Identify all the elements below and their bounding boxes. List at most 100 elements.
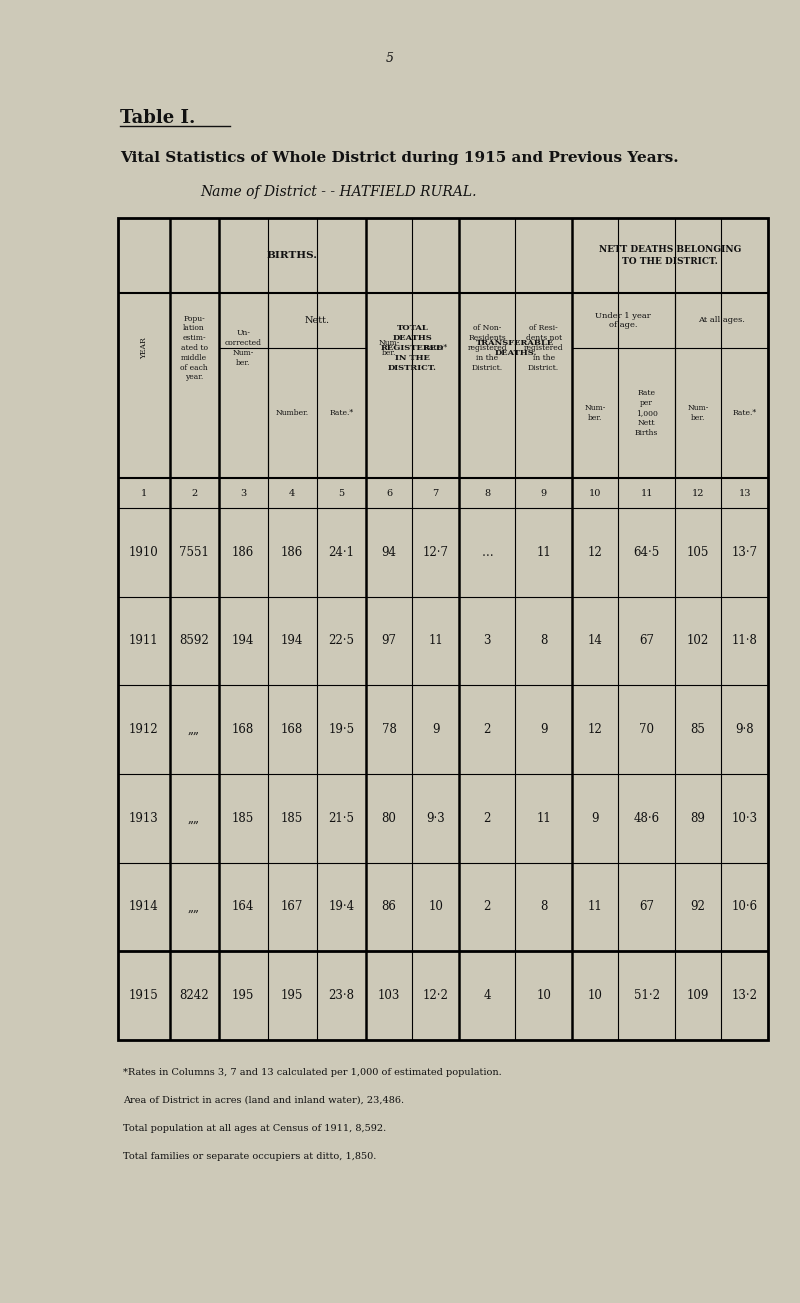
Text: 48·6: 48·6 xyxy=(634,812,660,825)
Text: 1911: 1911 xyxy=(129,635,158,648)
Text: 10·6: 10·6 xyxy=(732,900,758,913)
Text: Rate.*: Rate.* xyxy=(329,409,354,417)
Text: 80: 80 xyxy=(382,812,397,825)
Text: Popu-
lation
estim-
ated to
middle
of each
year.: Popu- lation estim- ated to middle of ea… xyxy=(180,314,208,382)
Text: 186: 186 xyxy=(281,546,303,559)
Text: 8: 8 xyxy=(540,635,547,648)
Text: *Rates in Columns 3, 7 and 13 calculated per 1,000 of estimated population.: *Rates in Columns 3, 7 and 13 calculated… xyxy=(123,1068,502,1078)
Text: 2: 2 xyxy=(483,812,491,825)
Text: 11: 11 xyxy=(536,546,551,559)
Bar xyxy=(118,218,768,1040)
Text: Under 1 year
of age.: Under 1 year of age. xyxy=(595,311,651,330)
Text: 8: 8 xyxy=(484,489,490,498)
Text: Rate.*: Rate.* xyxy=(423,344,448,352)
Text: 12: 12 xyxy=(588,546,602,559)
Text: 195: 195 xyxy=(232,989,254,1002)
Text: 8592: 8592 xyxy=(179,635,209,648)
Text: 185: 185 xyxy=(232,812,254,825)
Text: Un-
corrected
Num-
ber.: Un- corrected Num- ber. xyxy=(225,330,262,366)
Text: 1913: 1913 xyxy=(129,812,158,825)
Text: 12: 12 xyxy=(588,723,602,736)
Text: 194: 194 xyxy=(232,635,254,648)
Text: 94: 94 xyxy=(382,546,397,559)
Text: 9: 9 xyxy=(591,812,599,825)
Text: 22·5: 22·5 xyxy=(328,635,354,648)
Text: Table I.: Table I. xyxy=(120,109,195,126)
Text: At all ages.: At all ages. xyxy=(698,317,745,324)
Text: 186: 186 xyxy=(232,546,254,559)
Text: 7551: 7551 xyxy=(179,546,209,559)
Text: 14: 14 xyxy=(588,635,602,648)
Text: 168: 168 xyxy=(281,723,303,736)
Text: 70: 70 xyxy=(639,723,654,736)
Text: 12·7: 12·7 xyxy=(422,546,449,559)
Text: Rate
per
1,000
Nett
Births: Rate per 1,000 Nett Births xyxy=(635,390,658,437)
Text: 10: 10 xyxy=(536,989,551,1002)
Text: 21·5: 21·5 xyxy=(328,812,354,825)
Text: 51·2: 51·2 xyxy=(634,989,659,1002)
Text: Num-
ber.: Num- ber. xyxy=(378,339,400,357)
Text: 1910: 1910 xyxy=(129,546,158,559)
Text: 9: 9 xyxy=(541,489,546,498)
Text: Name of District - - HATFIELD RURAL.: Name of District - - HATFIELD RURAL. xyxy=(200,185,477,199)
Text: 10·3: 10·3 xyxy=(732,812,758,825)
Text: 10: 10 xyxy=(589,489,602,498)
Text: „„: „„ xyxy=(188,900,200,913)
Text: 109: 109 xyxy=(687,989,710,1002)
Text: Num-
ber.: Num- ber. xyxy=(584,404,606,422)
Text: 89: 89 xyxy=(690,812,706,825)
Text: BIRTHS.: BIRTHS. xyxy=(266,251,318,261)
Text: 1914: 1914 xyxy=(129,900,158,913)
Text: of Non-
Residents
registered
in the
District.: of Non- Residents registered in the Dist… xyxy=(467,324,507,371)
Text: 1: 1 xyxy=(141,489,147,498)
Text: YEAR: YEAR xyxy=(140,337,148,358)
Text: TOTAL
DEATHS
REGISTERED
IN THE
DISTRICT.: TOTAL DEATHS REGISTERED IN THE DISTRICT. xyxy=(381,324,444,371)
Text: 9: 9 xyxy=(540,723,547,736)
Text: 194: 194 xyxy=(281,635,303,648)
Text: 102: 102 xyxy=(687,635,710,648)
Text: 103: 103 xyxy=(378,989,400,1002)
Text: 78: 78 xyxy=(382,723,397,736)
Text: 5: 5 xyxy=(338,489,344,498)
Text: 19·5: 19·5 xyxy=(328,723,354,736)
Text: 8242: 8242 xyxy=(179,989,209,1002)
Text: 6: 6 xyxy=(386,489,392,498)
Text: Nett.: Nett. xyxy=(304,317,330,324)
Text: 2: 2 xyxy=(483,900,491,913)
Text: 168: 168 xyxy=(232,723,254,736)
Text: 2: 2 xyxy=(191,489,197,498)
Text: 11·8: 11·8 xyxy=(732,635,758,648)
Text: 5: 5 xyxy=(386,52,394,65)
Text: 67: 67 xyxy=(639,900,654,913)
Text: 164: 164 xyxy=(232,900,254,913)
Text: 86: 86 xyxy=(382,900,397,913)
Text: 10: 10 xyxy=(588,989,602,1002)
Text: Number.: Number. xyxy=(275,409,309,417)
Text: 23·8: 23·8 xyxy=(328,989,354,1002)
Text: 11: 11 xyxy=(428,635,443,648)
Text: 9·8: 9·8 xyxy=(735,723,754,736)
Text: 167: 167 xyxy=(281,900,303,913)
Text: 92: 92 xyxy=(690,900,706,913)
Text: 12: 12 xyxy=(692,489,704,498)
Text: 7: 7 xyxy=(433,489,438,498)
Text: 4: 4 xyxy=(289,489,295,498)
Text: 9: 9 xyxy=(432,723,439,736)
Text: …: … xyxy=(482,546,493,559)
Text: 24·1: 24·1 xyxy=(328,546,354,559)
Text: 13·2: 13·2 xyxy=(732,989,758,1002)
Text: 2: 2 xyxy=(483,723,491,736)
Text: Total population at all ages at Census of 1911, 8,592.: Total population at all ages at Census o… xyxy=(123,1124,386,1134)
Text: 3: 3 xyxy=(483,635,491,648)
Text: 4: 4 xyxy=(483,989,491,1002)
Text: Area of District in acres (land and inland water), 23,486.: Area of District in acres (land and inla… xyxy=(123,1096,404,1105)
Text: 19·4: 19·4 xyxy=(328,900,354,913)
Text: 12·2: 12·2 xyxy=(422,989,449,1002)
Text: 64·5: 64·5 xyxy=(634,546,660,559)
Text: 9·3: 9·3 xyxy=(426,812,445,825)
Text: Rate.*: Rate.* xyxy=(733,409,757,417)
Text: 8: 8 xyxy=(540,900,547,913)
Text: Vital Statistics of Whole District during 1915 and Previous Years.: Vital Statistics of Whole District durin… xyxy=(120,151,678,165)
Text: Num-
ber.: Num- ber. xyxy=(687,404,709,422)
Text: 11: 11 xyxy=(640,489,653,498)
